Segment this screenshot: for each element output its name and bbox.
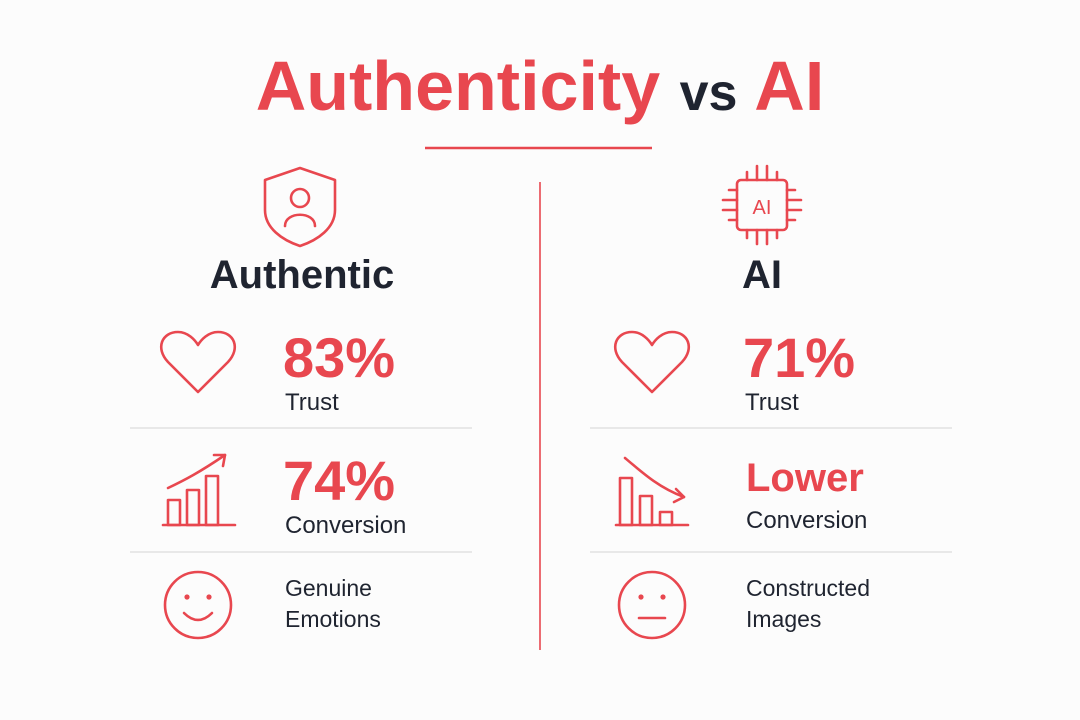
stat-label: Conversion [746, 507, 867, 534]
chip-text: AI [753, 197, 772, 219]
stat-label: Conversion [285, 512, 406, 539]
growth-chart-icon [161, 453, 237, 527]
stat-value: 74% [283, 449, 395, 512]
decline-chart-icon [614, 456, 690, 527]
stat-value: 83% [283, 326, 395, 389]
eye [206, 594, 212, 600]
eye [184, 594, 190, 600]
stat-label: Trust [745, 389, 799, 416]
smile-icon [163, 570, 233, 640]
heart-icon [159, 330, 237, 394]
title: Authenticity vs AI [256, 47, 825, 125]
heart-icon [613, 330, 691, 394]
column-heading: Authentic [210, 253, 394, 297]
neutral-face-icon [617, 570, 687, 640]
item-text: Emotions [285, 606, 381, 632]
stat-value: 71% [743, 326, 855, 389]
stat-label: Trust [285, 389, 339, 416]
stat-value: Lower [746, 456, 864, 500]
shield-icon [263, 166, 337, 248]
item-text: Genuine [285, 575, 372, 601]
column-heading: AI [742, 253, 782, 297]
item-text: Images [746, 606, 821, 632]
title-part: Authenticity [256, 47, 661, 125]
eye [638, 594, 644, 600]
item-text: Constructed [746, 575, 870, 601]
title-part: vs [680, 64, 738, 122]
title-part: AI [754, 47, 824, 125]
chip-icon [721, 164, 803, 246]
eye [660, 594, 666, 600]
